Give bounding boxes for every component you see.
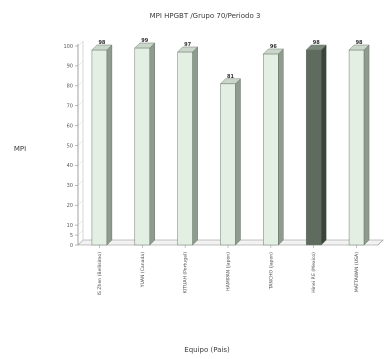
bar (91, 49, 108, 246)
bar-top (220, 78, 241, 85)
y-tick-depth (77, 219, 84, 226)
bar-side (278, 48, 284, 246)
y-tick-depth (77, 80, 84, 86)
bar-top (348, 44, 370, 51)
bar (348, 49, 365, 246)
data-label: 97 (184, 42, 191, 48)
y-tick-label: 40 (67, 163, 73, 169)
y-tick-depth (77, 60, 84, 67)
bar-side (149, 42, 155, 246)
category-label: YUAN (Canada) (140, 252, 146, 288)
y-tick-depth (77, 180, 84, 186)
y-tick-label: 20 (67, 203, 73, 209)
category-label: TANCHO (Japon) (268, 252, 274, 290)
data-label: 98 (356, 40, 363, 46)
category-label: MATTAWAN (USA) (354, 252, 360, 292)
bar-top (177, 46, 199, 53)
data-label: 99 (141, 38, 148, 44)
bar-side (192, 46, 198, 246)
data-label: 98 (98, 40, 105, 46)
category-label: HAMIPAN (Japon) (226, 252, 232, 291)
category-label: Hinei P.E (Mexico) (311, 252, 317, 293)
x-axis-label: Equipo (Pais) (184, 346, 230, 354)
plot-area: 0 5 10 20 30 40 50 60 70 80 90 100 98 IS Zhen (Bellis… (63, 38, 384, 296)
bar (263, 53, 279, 246)
bar (134, 47, 151, 246)
bar (220, 83, 236, 246)
y-axis-label: MPI (14, 145, 26, 153)
y-tick-label: 60 (67, 123, 73, 129)
data-label: 96 (270, 44, 277, 50)
bar-side (235, 78, 241, 246)
bar-top (134, 42, 156, 49)
y-tick-depth (77, 200, 84, 206)
y-tick-depth (77, 160, 84, 166)
category-label: KITUAH (Portugal) (183, 252, 189, 293)
y-tick-depth (77, 120, 84, 126)
y-tick-label: 0 (70, 243, 73, 249)
bar-top (305, 44, 327, 51)
y-tick-label: 50 (67, 143, 73, 149)
y-tick-depth (77, 100, 84, 106)
y-tick-label: 10 (67, 223, 73, 229)
y-tick-depth (77, 140, 84, 146)
y-tick-depth (77, 229, 84, 236)
data-label: 81 (227, 74, 234, 80)
y-tick-label: 30 (67, 183, 73, 189)
y-tick-label: 5 (70, 233, 73, 239)
bar-side (321, 44, 327, 246)
y-tick-label: 70 (67, 104, 73, 110)
bar-top (262, 48, 284, 55)
category-label: IS Zhen (Bellisimo) (97, 252, 103, 296)
chart-title: MPI HPGBT /Grupo 70/Periodo 3 (150, 12, 261, 20)
y-tick-depth (77, 239, 84, 246)
bar-top (91, 44, 113, 51)
bar (177, 51, 193, 246)
y-tick-depth (77, 40, 84, 47)
bar (305, 49, 322, 246)
bar-side (106, 44, 113, 246)
y-tick-label: 90 (67, 64, 73, 70)
y-tick-label: 80 (67, 84, 73, 90)
y-tick-label: 100 (63, 44, 73, 50)
bar-side (363, 44, 370, 246)
data-label: 98 (313, 40, 320, 46)
